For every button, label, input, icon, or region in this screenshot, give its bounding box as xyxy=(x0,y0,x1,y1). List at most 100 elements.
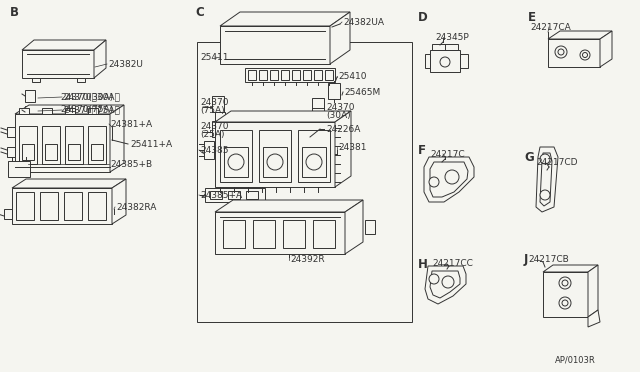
Polygon shape xyxy=(543,272,588,317)
Bar xyxy=(281,70,289,80)
Bar xyxy=(91,144,103,160)
Bar xyxy=(215,127,225,139)
Bar xyxy=(8,161,30,177)
Bar xyxy=(22,144,34,160)
Text: (30A): (30A) xyxy=(326,110,351,119)
Bar xyxy=(313,220,335,248)
Bar xyxy=(223,220,245,248)
Bar xyxy=(68,144,80,160)
Bar xyxy=(19,126,37,164)
Text: AP/0103R: AP/0103R xyxy=(555,356,596,365)
Polygon shape xyxy=(432,44,458,50)
Polygon shape xyxy=(588,310,600,327)
Polygon shape xyxy=(22,40,106,50)
Bar xyxy=(197,42,412,322)
Bar xyxy=(224,147,248,177)
Bar xyxy=(88,192,106,220)
Polygon shape xyxy=(15,105,124,114)
Polygon shape xyxy=(430,271,460,298)
Polygon shape xyxy=(204,141,214,159)
Polygon shape xyxy=(425,266,466,304)
Polygon shape xyxy=(12,179,126,188)
Polygon shape xyxy=(600,31,612,67)
Bar xyxy=(32,78,40,82)
Bar xyxy=(292,70,300,80)
Circle shape xyxy=(562,300,568,306)
Bar xyxy=(210,191,222,199)
Text: 25411: 25411 xyxy=(200,52,228,61)
Text: 25410: 25410 xyxy=(338,71,367,80)
Circle shape xyxy=(559,277,571,289)
Text: 24370: 24370 xyxy=(326,103,355,112)
Circle shape xyxy=(540,190,550,200)
Bar xyxy=(283,220,305,248)
Text: 24385: 24385 xyxy=(200,145,228,154)
Bar xyxy=(259,70,267,80)
Polygon shape xyxy=(548,31,612,39)
Bar xyxy=(25,106,35,118)
Circle shape xyxy=(306,154,322,170)
Circle shape xyxy=(582,52,588,58)
Text: 24217CC: 24217CC xyxy=(432,260,473,269)
Text: 24382U: 24382U xyxy=(108,60,143,68)
Circle shape xyxy=(442,276,454,288)
Text: 24217CB: 24217CB xyxy=(528,256,569,264)
Text: 24370: 24370 xyxy=(200,97,228,106)
Circle shape xyxy=(429,177,439,187)
Polygon shape xyxy=(215,122,335,187)
Polygon shape xyxy=(548,39,600,67)
Bar xyxy=(325,70,333,80)
Circle shape xyxy=(562,280,568,286)
Polygon shape xyxy=(215,111,351,122)
Polygon shape xyxy=(215,200,363,212)
Circle shape xyxy=(559,297,571,309)
Text: 24217CA: 24217CA xyxy=(530,22,571,32)
Text: C: C xyxy=(195,6,204,19)
Text: 24370　30A、: 24370 30A、 xyxy=(63,93,120,102)
Circle shape xyxy=(429,274,439,284)
Text: 24217CD: 24217CD xyxy=(536,157,577,167)
Text: 24381+A: 24381+A xyxy=(110,119,152,128)
Bar xyxy=(270,70,278,80)
Bar xyxy=(25,90,35,102)
Polygon shape xyxy=(110,105,124,172)
Polygon shape xyxy=(540,153,552,206)
Text: J: J xyxy=(524,253,529,266)
Bar xyxy=(212,121,224,137)
Bar xyxy=(220,130,252,182)
Polygon shape xyxy=(22,50,94,78)
Bar xyxy=(312,98,324,114)
Polygon shape xyxy=(424,157,474,202)
Polygon shape xyxy=(543,265,598,272)
Text: 24370(75A): 24370(75A) xyxy=(60,105,113,113)
Text: F: F xyxy=(418,144,426,157)
Polygon shape xyxy=(536,147,558,212)
Text: 24382RA: 24382RA xyxy=(116,202,156,212)
Bar xyxy=(314,70,322,80)
Bar xyxy=(42,108,52,114)
Text: 24370　75A、: 24370 75A、 xyxy=(63,106,120,115)
Text: H: H xyxy=(418,257,428,270)
Polygon shape xyxy=(345,200,363,254)
Bar xyxy=(65,126,83,164)
Text: 24226A: 24226A xyxy=(326,125,360,134)
Bar xyxy=(65,108,75,114)
Text: E: E xyxy=(528,10,536,23)
Text: (25A): (25A) xyxy=(200,129,225,138)
Text: 24370: 24370 xyxy=(200,122,228,131)
Bar xyxy=(88,126,106,164)
Circle shape xyxy=(580,50,590,60)
Text: 24345P: 24345P xyxy=(435,32,468,42)
Text: D: D xyxy=(418,10,428,23)
Bar xyxy=(246,191,258,199)
Polygon shape xyxy=(430,50,460,72)
Bar xyxy=(7,147,15,157)
Bar xyxy=(88,108,98,114)
Bar xyxy=(7,127,15,137)
Circle shape xyxy=(228,154,244,170)
Polygon shape xyxy=(215,212,345,254)
Circle shape xyxy=(440,57,450,67)
Bar xyxy=(40,192,58,220)
Bar xyxy=(212,96,224,112)
Bar xyxy=(245,68,335,82)
